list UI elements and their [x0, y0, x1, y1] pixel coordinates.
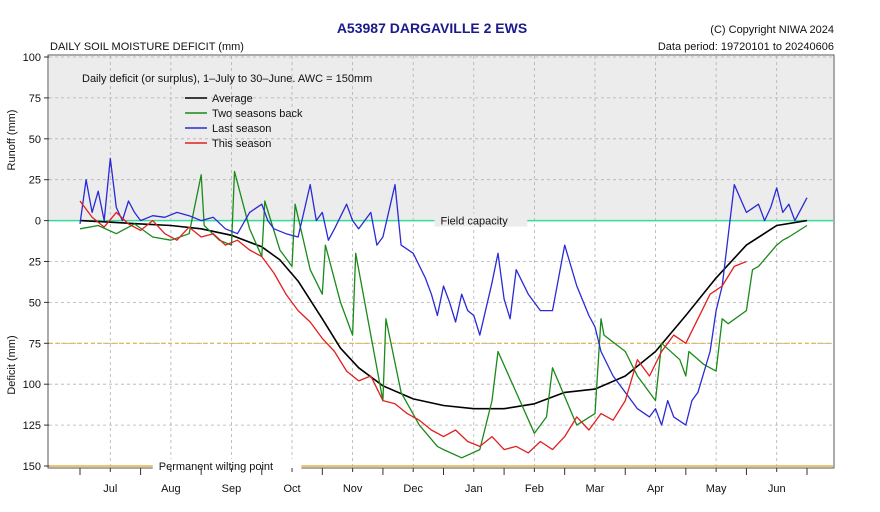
- x-tick-label: May: [706, 483, 727, 495]
- copyright-text: (C) Copyright NIWA 2024: [710, 24, 834, 36]
- x-tick-label: Feb: [525, 483, 544, 495]
- x-tick-label: Jul: [103, 483, 117, 495]
- chart-title: A53987 DARGAVILLE 2 EWS: [337, 20, 527, 36]
- x-tick-label: Jan: [465, 483, 483, 495]
- chart-subtitle: DAILY SOIL MOISTURE DEFICIT (mm): [50, 41, 244, 53]
- legend-label-this-season: This season: [212, 138, 271, 150]
- y-tick-label: 100: [23, 379, 41, 391]
- series-line-average: [79, 219, 808, 410]
- runoff-zone: [49, 56, 833, 221]
- x-tick-label: Sep: [222, 483, 242, 495]
- y-tick-label: 50: [29, 297, 41, 309]
- x-tick-label: Jun: [768, 483, 786, 495]
- field-capacity-label: Field capacity: [440, 216, 508, 228]
- data-period-text: Data period: 19720101 to 20240606: [658, 41, 834, 53]
- x-tick-label: Apr: [647, 483, 664, 495]
- legend-label-average: Average: [212, 93, 253, 105]
- y-tick-label: 75: [29, 338, 41, 350]
- field-capacity-label-bg: [434, 213, 528, 227]
- chart-annotation: Daily deficit (or surplus), 1–July to 30…: [82, 73, 372, 85]
- x-tick-label: Oct: [283, 483, 300, 495]
- y-tick-label: 50: [29, 134, 41, 146]
- y-tick-label: 125: [23, 420, 41, 432]
- y-axis: 100 75 50 25 0 25 50 75 100 125 150: [23, 52, 49, 473]
- series-line-this-season: [79, 200, 747, 454]
- x-tick-label: Mar: [585, 483, 604, 495]
- series-line-last-season: [79, 157, 808, 426]
- legend-label-last-season: Last season: [212, 123, 271, 135]
- y-tick-label: 75: [29, 93, 41, 105]
- permanent-wilting-point-label-bg: [152, 459, 302, 472]
- y-tick-label: 25: [29, 257, 41, 269]
- permanent-wilting-point-label: Permanent wilting point: [159, 461, 273, 473]
- legend-label-two-seasons-back: Two seasons back: [212, 108, 303, 120]
- x-tick-label: Dec: [403, 483, 423, 495]
- legend: Average Two seasons back Last season Thi…: [185, 93, 303, 150]
- series-lines: [79, 157, 808, 459]
- y-label-runoff: Runoff (mm): [6, 110, 18, 171]
- x-tick-label: Aug: [161, 483, 181, 495]
- x-axis: Jul Aug Sep Oct Nov Dec Jan Feb Mar Apr May Jun: [79, 468, 808, 495]
- y-tick-label: 0: [35, 216, 41, 228]
- y-tick-label: 100: [23, 52, 41, 64]
- y-tick-label: 150: [23, 461, 41, 473]
- x-tick-label: Nov: [343, 483, 363, 495]
- reference-lines: Field capacity Permanent wilting point: [49, 213, 833, 473]
- series-line-two-seasons-back: [79, 170, 808, 459]
- y-label-deficit: Deficit (mm): [6, 335, 18, 394]
- y-tick-label: 25: [29, 175, 41, 187]
